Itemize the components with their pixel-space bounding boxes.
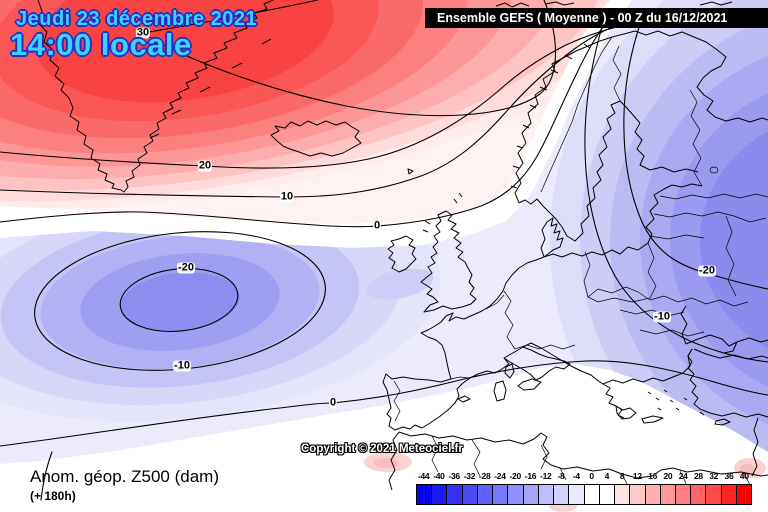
colorbar-value: -12 xyxy=(540,471,552,481)
colorbar-cell xyxy=(690,485,706,504)
colorbar-cell xyxy=(614,485,630,504)
colorbar-cell xyxy=(735,485,752,504)
colorbar-value: 36 xyxy=(724,471,734,481)
colorbar-value: 20 xyxy=(663,471,673,481)
model-run-bar: Ensemble GEFS ( Moyenne ) - 00 Z du 16/1… xyxy=(425,8,768,28)
colorbar-cell xyxy=(659,485,675,504)
colorbar-cell xyxy=(476,485,493,504)
cyprus-coast xyxy=(699,411,731,426)
colorbar xyxy=(416,484,752,505)
balearics xyxy=(457,395,471,403)
corsica-coast xyxy=(504,363,515,379)
positive-anomaly-field xyxy=(0,0,610,224)
colorbar-value: -4 xyxy=(572,471,580,481)
finland-coast xyxy=(619,100,699,173)
coastlines xyxy=(37,0,768,491)
black-sea-north-coast xyxy=(685,334,768,354)
colorbar-cell xyxy=(583,485,599,504)
colorbar-cell xyxy=(674,485,691,504)
colorbar-cell xyxy=(720,485,736,504)
colorbar-value: -20 xyxy=(509,471,522,481)
aegean-islands xyxy=(647,389,688,411)
colorbar-value: 0 xyxy=(589,471,594,481)
colorbar-value: 24 xyxy=(678,471,688,481)
black-sea-south-coast xyxy=(693,348,768,360)
colorbar-cell xyxy=(553,485,569,504)
aegean-north-coast xyxy=(602,348,693,385)
colorbar-value: -16 xyxy=(524,471,537,481)
colorbar-value: -40 xyxy=(433,471,445,481)
arctic-islands xyxy=(495,1,733,8)
colorbar-value: 28 xyxy=(693,471,703,481)
ireland-coast xyxy=(387,235,417,273)
colorbar-cell xyxy=(598,485,615,504)
lead-time-label: (+ 180h) xyxy=(30,489,76,503)
colorbar-cell xyxy=(507,485,523,504)
sicily-coast xyxy=(517,378,542,391)
colorbar-cell xyxy=(705,485,721,504)
colorbar-value: -36 xyxy=(448,471,460,481)
italy-coast xyxy=(503,346,571,381)
colorbar-cell xyxy=(522,485,538,504)
iceland-coast xyxy=(270,120,362,157)
sweden-coast xyxy=(518,100,621,242)
contour-lines xyxy=(0,0,768,501)
greenland-coast xyxy=(37,0,274,193)
colorbar-cell xyxy=(568,485,584,504)
colorbar-labels: -44 -40 -36 -32 -28 -24 -20 -16 -12 -8 -4 0 4 8 12 16 20… xyxy=(416,471,752,481)
sardinia-coast xyxy=(493,380,507,402)
colorbar-value: 12 xyxy=(632,471,642,481)
turkey-west-coast xyxy=(687,348,768,418)
colorbar-value: -24 xyxy=(494,471,506,481)
colorbar-value: 32 xyxy=(709,471,719,481)
morocco-atlantic-coast xyxy=(388,431,400,491)
colorbar-value: 40 xyxy=(739,471,749,481)
peloponnese-coast xyxy=(615,405,637,420)
colorbar-value: 4 xyxy=(604,471,610,481)
colorbar-value: 8 xyxy=(619,471,625,481)
model-run-label: Ensemble GEFS ( Moyenne ) - 00 Z du 16/1… xyxy=(437,11,728,25)
colorbar-value: -32 xyxy=(463,471,476,481)
levant-coast xyxy=(751,417,759,477)
parameter-label: Anom. géop. Z500 (dam) xyxy=(30,467,219,486)
colorbar-value: -28 xyxy=(479,471,491,481)
norway-coast xyxy=(514,30,636,204)
date-label: Jeudi 23 décembre 2021 xyxy=(16,8,258,30)
colorbar-cell xyxy=(461,485,477,504)
crete-coast xyxy=(641,415,664,424)
colorbar-value: -8 xyxy=(557,471,565,481)
colorbar-cell xyxy=(629,485,645,504)
time-label: 14:00 locale xyxy=(10,27,192,62)
colorbar-value: -44 xyxy=(417,471,430,481)
colorbar-cell xyxy=(492,485,508,504)
barents-coast xyxy=(634,30,768,123)
north-sea-coast xyxy=(489,242,649,307)
north-africa-coast xyxy=(398,431,768,479)
colorbar-value: 16 xyxy=(648,471,658,481)
copyright-label: Copyright © 2021 Meteociel.fr xyxy=(301,443,463,455)
denmark-coast xyxy=(540,217,564,258)
colorbar-cell xyxy=(431,485,447,504)
black-sea-west-coast xyxy=(680,305,688,345)
west-europe-coast xyxy=(382,305,510,431)
colorbar-cell xyxy=(537,485,554,504)
great-britain-coast xyxy=(420,210,477,313)
colorbar-cell xyxy=(446,485,462,504)
colorbar-cell xyxy=(417,485,432,504)
colorbar-cell xyxy=(644,485,660,504)
country-borders xyxy=(393,36,768,498)
baltic-east-coast xyxy=(645,183,703,244)
